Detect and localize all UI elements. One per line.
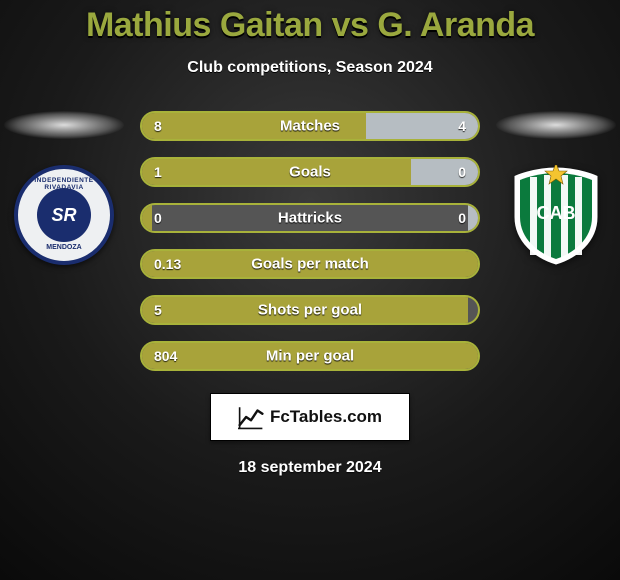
stat-bar: 804Min per goal <box>140 341 480 371</box>
right-player-column: CAB <box>496 111 616 265</box>
footer-date: 18 september 2024 <box>0 459 620 477</box>
stat-bar: 84Matches <box>140 111 480 141</box>
fctables-icon <box>238 404 264 430</box>
stat-bar: 5Shots per goal <box>140 295 480 325</box>
stat-label: Hattricks <box>142 210 478 227</box>
stat-label: Shots per goal <box>142 302 478 319</box>
stat-bar: 00Hattricks <box>140 203 480 233</box>
left-player-column: INDEPENDIENTE RIVADAVIA SR MENDOZA <box>4 111 124 265</box>
comparison-row: INDEPENDIENTE RIVADAVIA SR MENDOZA 84Mat… <box>0 111 620 371</box>
right-player-halo <box>496 111 616 139</box>
left-player-crest: INDEPENDIENTE RIVADAVIA SR MENDOZA <box>14 165 114 265</box>
stat-bar: 0.13Goals per match <box>140 249 480 279</box>
right-crest-initials: CAB <box>537 203 576 223</box>
stat-bar: 10Goals <box>140 157 480 187</box>
footer-brand-text: FcTables.com <box>270 407 382 427</box>
page-title: Mathius Gaitan vs G. Aranda <box>0 6 620 45</box>
left-player-halo <box>4 111 124 139</box>
left-crest-bottom-text: MENDOZA <box>18 244 110 251</box>
right-player-crest: CAB <box>506 165 606 265</box>
subtitle: Club competitions, Season 2024 <box>0 59 620 77</box>
stat-label: Goals <box>142 164 478 181</box>
left-crest-top-text: INDEPENDIENTE RIVADAVIA <box>18 177 110 191</box>
stat-label: Goals per match <box>142 256 478 273</box>
left-crest-initials: SR <box>37 188 91 242</box>
stat-label: Min per goal <box>142 348 478 365</box>
stat-label: Matches <box>142 118 478 135</box>
footer-brand-badge: FcTables.com <box>210 393 410 441</box>
stat-bars: 84Matches 10Goals 00Hattricks 0.13Goals per… <box>140 111 480 371</box>
